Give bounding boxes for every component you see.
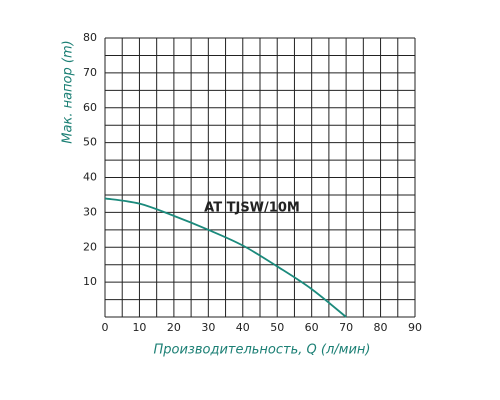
y-tick-label: 50 bbox=[83, 136, 97, 149]
x-tick-label: 60 bbox=[305, 321, 319, 334]
y-axis-title: Мак. напор (m) bbox=[61, 40, 76, 143]
y-tick-label: 30 bbox=[83, 205, 97, 218]
x-tick-label: 40 bbox=[236, 321, 250, 334]
x-tick-label: 30 bbox=[201, 321, 215, 334]
curve bbox=[104, 197, 347, 318]
y-tick-label: 40 bbox=[83, 171, 97, 184]
x-tick-label: 80 bbox=[374, 321, 388, 334]
y-tick-label: 10 bbox=[83, 275, 97, 288]
x-tick-label: 70 bbox=[339, 321, 353, 334]
x-tick-label: 10 bbox=[132, 321, 146, 334]
y-tick-label: 20 bbox=[83, 240, 97, 253]
annotation: AT TJSW/10M bbox=[204, 201, 300, 216]
x-axis-title: Производительность, Q (л/мин) bbox=[154, 343, 371, 358]
x-tick-label: 20 bbox=[167, 321, 181, 334]
y-tick-label: 80 bbox=[83, 31, 97, 44]
y-tick-label: 70 bbox=[83, 66, 97, 79]
x-tick-label: 90 bbox=[408, 321, 422, 334]
x-tick-label: 50 bbox=[270, 321, 284, 334]
y-tick-label: 60 bbox=[83, 101, 97, 114]
x-tick-label: 0 bbox=[102, 321, 109, 334]
